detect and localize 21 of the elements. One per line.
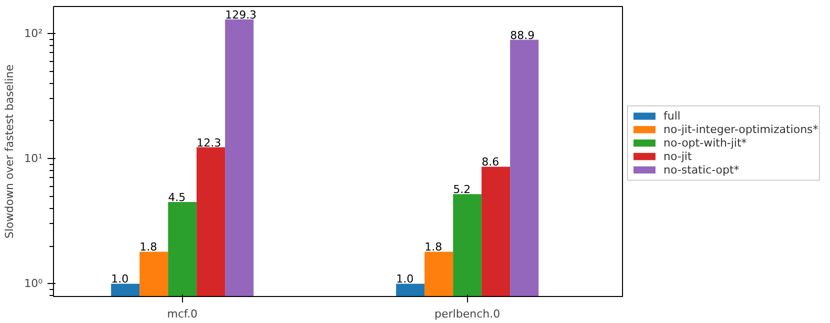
legend-label: no-static-opt* bbox=[664, 163, 740, 176]
data-label: 1.0 bbox=[111, 272, 129, 286]
data-label: 88.9 bbox=[510, 28, 535, 42]
data-label: 8.6 bbox=[482, 156, 500, 169]
legend-label: no-opt-with-jit* bbox=[664, 136, 748, 150]
y-tick-label: 10¹ bbox=[24, 152, 43, 166]
y-tick-label: 10² bbox=[24, 26, 43, 40]
legend-label: full bbox=[664, 110, 680, 123]
data-label: 1.8 bbox=[140, 240, 158, 254]
legend-label: no-jit-integer-optimizations* bbox=[664, 123, 819, 136]
x-tick-label: perlbench.0 bbox=[434, 308, 500, 320]
data-label: 5.2 bbox=[453, 183, 471, 196]
data-label: 12.3 bbox=[196, 136, 222, 150]
data-label: 129.3 bbox=[225, 8, 257, 22]
data-label: 1.0 bbox=[396, 272, 414, 286]
data-label: 4.5 bbox=[168, 190, 186, 204]
x-tick-label: mcf.0 bbox=[167, 308, 198, 320]
legend-label: no-jit bbox=[664, 150, 692, 164]
y-axis-title: Slowdown over fastest baseline bbox=[3, 64, 16, 239]
data-label: 1.8 bbox=[424, 240, 442, 254]
y-tick-label: 10⁰ bbox=[24, 277, 44, 290]
